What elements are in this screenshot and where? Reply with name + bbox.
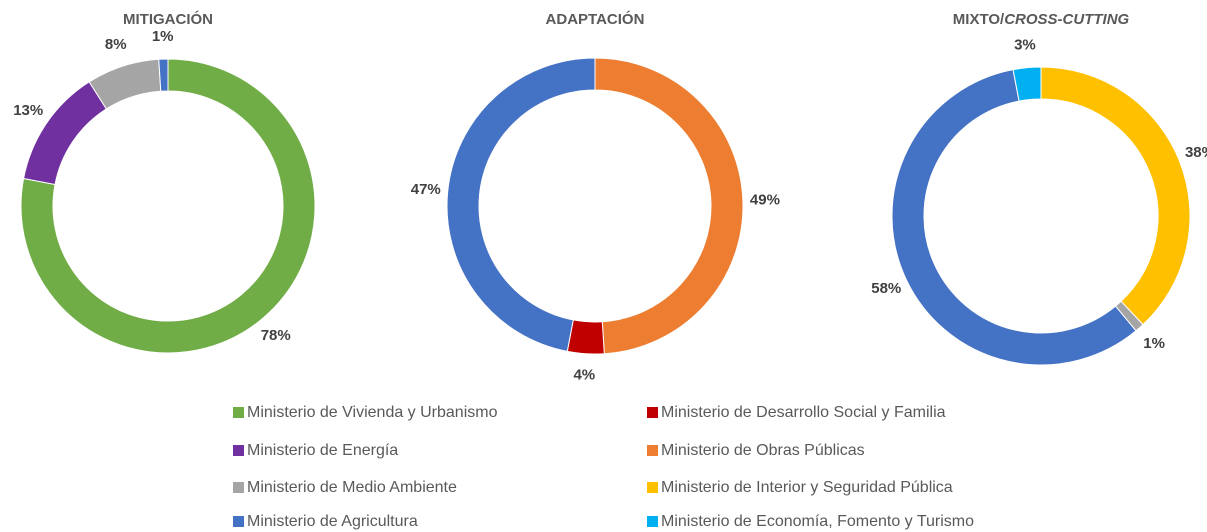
donut-slice bbox=[594, 57, 744, 355]
legend-label: Ministerio de Economía, Fomento y Turism… bbox=[661, 513, 974, 530]
legend-swatch bbox=[233, 482, 244, 493]
data-label: 4% bbox=[573, 367, 595, 384]
chart-title: MIXTO/CROSS-CUTTING bbox=[953, 11, 1130, 28]
chart-title: MITIGACIÓN bbox=[123, 10, 213, 28]
donut-slice bbox=[446, 57, 596, 352]
data-label: 8% bbox=[105, 36, 127, 53]
title-emphasis: CROSS-CUTTING bbox=[1004, 11, 1129, 28]
legend-label: Ministerio de Interior y Seguridad Públi… bbox=[661, 479, 953, 496]
donut-slice bbox=[23, 81, 108, 186]
legend-swatch bbox=[233, 407, 244, 418]
legend-swatch bbox=[233, 516, 244, 527]
legend-swatch bbox=[647, 445, 658, 456]
legend-swatch bbox=[647, 482, 658, 493]
legend: Ministerio de Vivienda y Urbanismo Minist… bbox=[233, 404, 974, 530]
donut-slice bbox=[1040, 66, 1191, 326]
data-label: 1% bbox=[1143, 335, 1165, 352]
chart-title: ADAPTACIÓN bbox=[546, 10, 645, 28]
donut-slice bbox=[1012, 66, 1042, 102]
donut-slice bbox=[891, 69, 1137, 366]
data-label: 58% bbox=[871, 280, 901, 297]
data-label: 78% bbox=[261, 327, 291, 344]
data-label: 38% bbox=[1185, 144, 1207, 161]
legend-swatch bbox=[233, 445, 244, 456]
donut-slice bbox=[158, 58, 169, 92]
data-label: 1% bbox=[152, 28, 174, 45]
data-label: 13% bbox=[13, 102, 43, 119]
donut-chart: MIXTO/CROSS-CUTTING 38% 1% 58% 3% bbox=[871, 11, 1207, 366]
title-text: MITIGACIÓN bbox=[123, 10, 213, 28]
legend-swatch bbox=[647, 516, 658, 527]
legend-label: Ministerio de Energía bbox=[247, 442, 398, 459]
donut-chart: MITIGACIÓN 78% 13% 8% 1% bbox=[13, 10, 316, 354]
legend-swatch bbox=[647, 407, 658, 418]
title-text: MIXTO/ bbox=[953, 11, 1005, 28]
legend-label: Ministerio de Agricultura bbox=[247, 513, 418, 530]
legend-label: Ministerio de Medio Ambiente bbox=[247, 479, 457, 496]
data-label: 47% bbox=[411, 181, 441, 198]
donut-slice bbox=[20, 58, 316, 354]
legend-label: Ministerio de Vivienda y Urbanismo bbox=[247, 404, 498, 421]
donut-slice bbox=[566, 319, 605, 355]
data-label: 3% bbox=[1014, 37, 1036, 54]
legend-label: Ministerio de Desarrollo Social y Famili… bbox=[661, 404, 946, 421]
data-label: 49% bbox=[750, 192, 780, 209]
title-text: ADAPTACIÓN bbox=[546, 10, 645, 28]
donut-chart: ADAPTACIÓN 49% 4% 47% bbox=[411, 10, 780, 384]
legend-label: Ministerio de Obras Públicas bbox=[661, 442, 865, 459]
